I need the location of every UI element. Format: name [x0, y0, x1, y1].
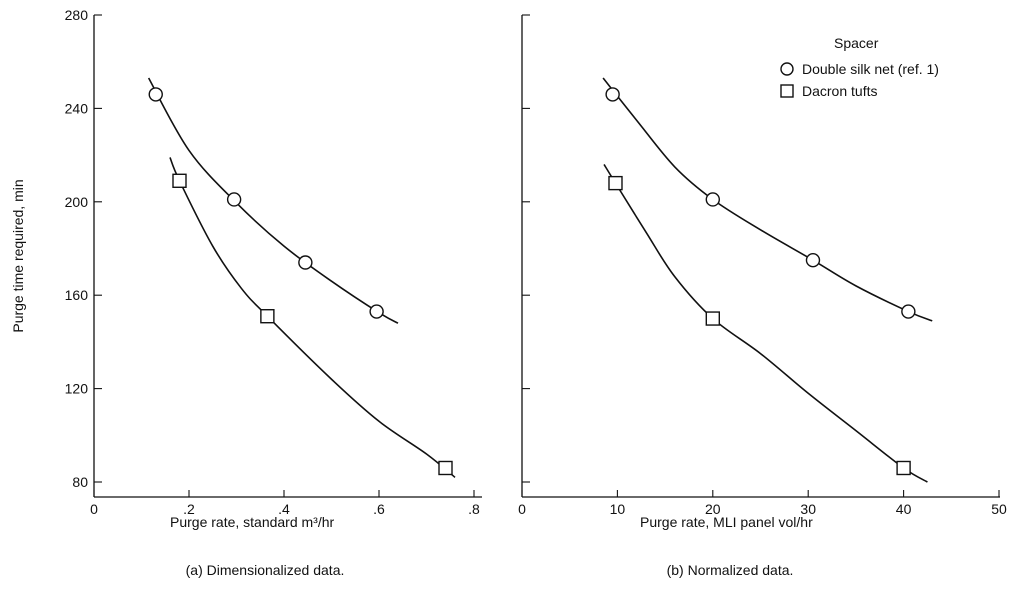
- panel-a: 0 .2 .4 .6 .8 80 120 160 200 240 280 Purge rate, …: [10, 7, 482, 578]
- panel-b-x-tick-label: 50: [991, 501, 1007, 517]
- panel-a-y-tick-label: 200: [65, 194, 89, 210]
- panel-a-square-point: [260, 309, 275, 324]
- panel-b-circle-point: [805, 252, 821, 268]
- legend-marker-square: [780, 84, 794, 98]
- panel-b-circle-point: [705, 192, 720, 207]
- panel-b-x-axis-label: Purge rate, MLI panel vol/hr: [640, 514, 813, 530]
- panel-b-square-point: [608, 175, 623, 191]
- panel-a-y-tick-label: 240: [65, 100, 89, 116]
- panel-a-caption: (a) Dimensionalized data.: [186, 562, 345, 578]
- panel-a-y-axis-label: Purge time required, min: [10, 179, 26, 332]
- panel-b-circle-point: [605, 87, 620, 102]
- panel-a-circle-point: [369, 304, 384, 319]
- panel-b-x-tick-label: 40: [896, 501, 912, 517]
- panel-a-y-tick-label: 80: [72, 474, 88, 490]
- panel-a-series-1-line: [169, 157, 456, 478]
- panel-a-y-tick-label: 160: [65, 287, 89, 303]
- panel-b-x-tick-label: 10: [610, 501, 626, 517]
- legend-entry-double-silk-net: Double silk net (ref. 1): [802, 61, 939, 77]
- panel-b-x-tick-label: 20: [705, 501, 721, 517]
- panel-a-circle-point: [298, 255, 313, 270]
- panel-a-y-tick-label: 280: [65, 7, 89, 23]
- panel-b-caption: (b) Normalized data.: [667, 562, 794, 578]
- panel-b-x-ticks: 0 10 20 30 40 50: [518, 490, 1007, 517]
- panel-b-square-point: [896, 460, 911, 476]
- panel-a-x-axis-label: Purge rate, standard m³/hr: [170, 514, 335, 530]
- panel-a-square-point: [438, 460, 453, 476]
- panel-a-x-tick-label: .6: [373, 501, 385, 517]
- panel-b-square-point: [705, 311, 720, 326]
- panel-a-x-tick-label: .4: [278, 501, 290, 517]
- panel-b-y-ticks: [522, 14, 530, 483]
- panel-a-x-tick-label: .2: [183, 501, 195, 517]
- panel-a-circle-point: [148, 87, 163, 102]
- legend-marker-circle: [780, 62, 794, 76]
- panel-a-x-tick-label: .8: [468, 501, 480, 517]
- panel-a-square-point: [172, 173, 187, 188]
- panel-a-x-tick-label: 0: [90, 501, 98, 517]
- panel-b-x-tick-label: 0: [518, 501, 526, 517]
- panel-b-circle-point: [901, 304, 916, 319]
- legend-entry-dacron-tufts: Dacron tufts: [802, 83, 877, 99]
- panel-b: 0 10 20 30 40 50 Purge rate, MLI panel vol/hr…: [518, 14, 1007, 578]
- panel-b-series: [602, 77, 933, 483]
- legend-title: Spacer: [834, 35, 879, 51]
- panel-b-series-1-line: [603, 164, 928, 483]
- panel-a-x-ticks: 0 .2 .4 .6 .8: [90, 490, 480, 517]
- panel-a-circle-point: [226, 192, 242, 207]
- panel-b-series-0-line: [602, 77, 933, 322]
- panel-b-x-tick-label: 30: [800, 501, 816, 517]
- panel-a-series-0-line: [147, 77, 399, 324]
- panel-a-y-tick-label: 120: [65, 381, 89, 397]
- legend: Spacer Double silk net (ref. 1) Dacron t…: [780, 35, 939, 99]
- panel-a-y-ticks: 80 120 160 200 240 280: [65, 7, 102, 490]
- panel-a-series: [147, 77, 456, 478]
